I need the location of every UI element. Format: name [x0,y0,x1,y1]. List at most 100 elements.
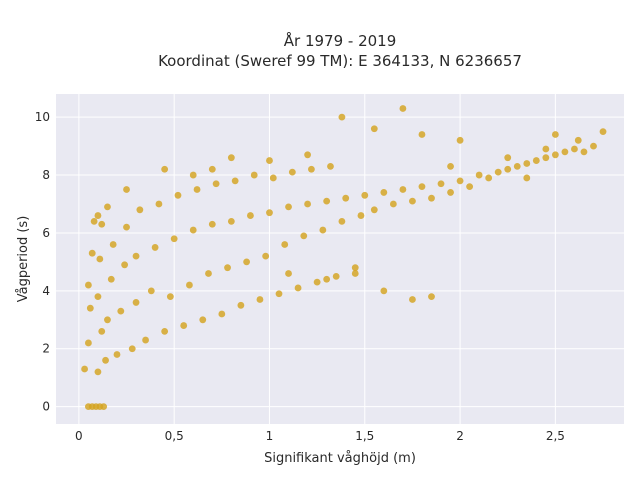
data-point [266,157,273,164]
data-point [123,223,130,231]
data-point [574,136,582,144]
data-point [342,194,350,202]
data-point [466,183,474,191]
data-point [193,186,201,193]
data-point [285,270,292,277]
data-point [132,252,140,260]
data-point [98,220,106,228]
data-point [189,226,197,234]
data-point [136,206,144,214]
data-point [281,241,289,248]
data-point [327,162,334,170]
data-point [166,293,174,301]
data-point [580,148,588,156]
data-point [475,171,483,179]
chart-title-line1: År 1979 - 2019 [284,31,397,50]
data-point [504,165,512,173]
x-tick-label: 0 [75,429,83,443]
grid-lines [56,94,624,424]
data-point [571,145,578,153]
data-point [199,316,207,324]
data-point [351,270,359,277]
data-point [98,327,106,335]
data-point [437,180,445,188]
data-point [147,287,155,295]
data-point [456,136,464,144]
data-point [308,165,315,173]
data-point [208,165,216,173]
data-point [485,174,493,182]
data-point [590,142,597,150]
data-point [494,168,502,176]
data-point [380,189,388,196]
y-tick-label: 0 [42,400,50,414]
data-point [275,290,283,298]
data-point [247,212,254,219]
data-point [269,174,277,182]
data-point [218,310,226,318]
data-point [208,220,216,228]
data-point [532,157,540,164]
data-point [542,154,550,162]
data-point [227,154,235,162]
data-point [409,296,416,303]
y-tick-label: 2 [42,342,50,356]
data-point [399,105,407,112]
data-point [212,180,220,188]
data-point [304,151,311,159]
data-point [428,293,435,301]
data-point [418,183,426,191]
x-tick-label: 1 [266,429,274,443]
plot-area [56,94,624,424]
data-point [409,197,416,205]
x-tick-label: 2 [456,429,464,443]
data-point [285,203,292,211]
data-point [81,365,88,373]
data-point [323,275,331,283]
data-point [174,191,182,199]
x-axis-title: Signifikant våghöjd (m) [264,451,416,466]
data-point [237,301,245,309]
data-point [88,249,96,257]
data-point [107,275,115,283]
data-point [100,403,108,411]
data-point [599,128,607,136]
y-axis-title: Vågperiod (s) [16,216,31,303]
chart-title-line2: Koordinat (Sweref 99 TM): E 364133, N 62… [158,52,522,70]
x-tick-label: 1,5 [355,429,374,443]
data-point [266,209,273,217]
y-tick-label: 10 [35,110,50,124]
data-point [551,151,559,159]
data-point [161,327,169,335]
data-point [151,244,159,251]
data-point [128,345,136,353]
data-point [250,171,258,179]
data-point [370,206,378,214]
data-point [523,174,531,182]
data-point [85,281,92,289]
data-point [227,217,235,225]
data-point [205,270,212,277]
data-point [85,339,92,347]
data-point [357,212,365,219]
data-point [288,168,296,176]
data-point [447,162,454,170]
data-point [542,145,550,153]
data-point [142,336,149,344]
data-point [304,200,311,208]
data-point [504,154,512,162]
data-point [104,316,111,324]
data-point [90,217,98,225]
x-axis-ticks: 0 0,5 1 1,5 2 2,5 [75,429,565,443]
data-point [513,162,521,170]
data-point [186,281,193,289]
data-point [418,131,426,138]
data-point [323,197,331,205]
data-point [370,125,378,133]
data-point [113,351,121,358]
data-point [180,322,188,329]
y-tick-label: 8 [42,168,50,182]
data-point [338,113,346,121]
data-point [456,177,464,185]
